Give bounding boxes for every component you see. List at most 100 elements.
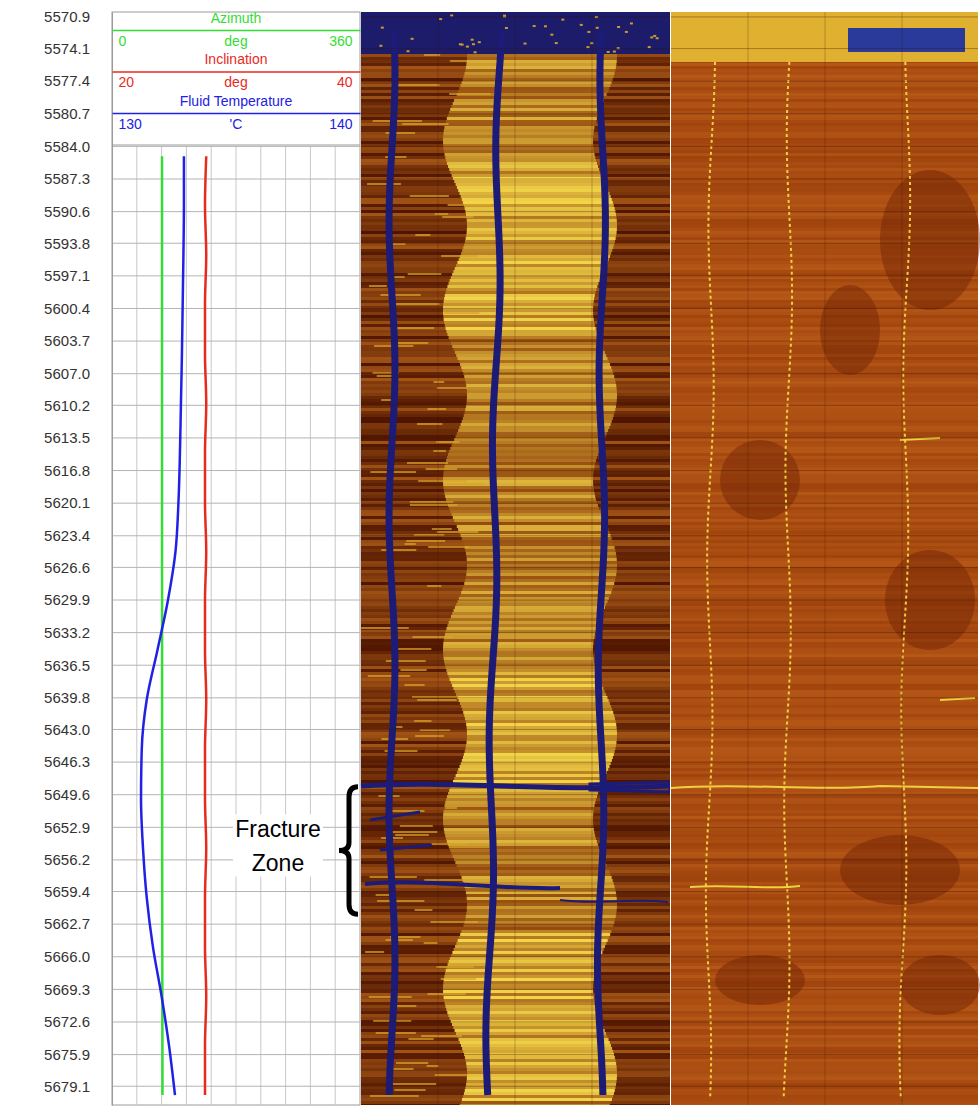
image-band [443, 135, 593, 138]
grid-line [361, 567, 978, 568]
image-band [463, 540, 613, 543]
image-speck [437, 387, 468, 389]
image-speck [365, 951, 384, 953]
image-band [462, 420, 612, 423]
tick-label: 40 [337, 74, 353, 90]
image-band [446, 837, 596, 840]
grid-line [112, 762, 360, 763]
grid-line [361, 762, 978, 763]
image-speck [386, 939, 413, 941]
image-speck [394, 1089, 425, 1091]
image-band [465, 579, 615, 582]
image-band [463, 711, 613, 714]
depth-tick: 5610.2 [44, 397, 112, 414]
image-speck [474, 51, 477, 53]
image-speck [373, 120, 422, 122]
image-band [458, 939, 608, 942]
image-band [455, 522, 605, 525]
image-band [447, 333, 597, 336]
depth-tick: 5629.9 [44, 591, 112, 608]
image-band [453, 1026, 603, 1029]
depth-tick: 5652.9 [44, 819, 112, 836]
image-band [450, 108, 600, 111]
tick-label: 0 [119, 33, 127, 49]
tick-label: 5587.3 [44, 170, 90, 187]
grid-line [361, 243, 978, 244]
image-band [448, 843, 598, 846]
tick-label: 5643.0 [44, 721, 90, 738]
image-band [444, 828, 594, 831]
image-speck [411, 38, 414, 40]
tick-label: 5593.8 [44, 235, 90, 252]
image-speck [648, 46, 651, 48]
image-speck [402, 123, 448, 125]
image-speck [503, 15, 506, 17]
image-speck [449, 633, 492, 635]
grid-line [361, 924, 978, 925]
depth-tick: 5613.5 [44, 429, 112, 446]
pad-gap [597, 30, 605, 1095]
image-speck [409, 1038, 434, 1040]
grid-line-vertical [260, 145, 261, 1105]
image-band [465, 69, 615, 72]
image-speck [398, 648, 432, 650]
well-log-chart: 5570.95574.15577.45580.75584.05587.35590… [0, 0, 980, 1110]
grid-line [361, 275, 978, 276]
image-band [459, 87, 609, 90]
grid-line [112, 1054, 360, 1055]
image-band [445, 1002, 595, 1005]
tick-label: 5603.7 [44, 332, 90, 349]
depth-tick: 5662.7 [44, 915, 112, 932]
image-band [444, 639, 594, 642]
image-band [462, 927, 612, 930]
fracture-trace [365, 882, 560, 888]
grid-line [361, 956, 978, 957]
image-band [459, 1038, 609, 1041]
image-speck [435, 213, 448, 215]
image-band [443, 990, 593, 993]
tick-label: 5626.6 [44, 559, 90, 576]
image-band [444, 807, 594, 810]
image-band [464, 414, 614, 417]
image-band [452, 612, 602, 615]
image-band [444, 318, 594, 321]
image-speck [617, 26, 620, 28]
curve-header: Inclination2040deg [113, 51, 361, 90]
image-speck [461, 44, 464, 46]
depth-tick: 5600.4 [44, 300, 112, 317]
image-speck [544, 25, 547, 27]
image-band [447, 624, 597, 627]
image-speck [441, 255, 478, 257]
image-band [466, 912, 616, 915]
image-speck [424, 879, 463, 881]
axis-line [113, 71, 361, 73]
image-band [443, 141, 593, 144]
image-band [451, 276, 601, 279]
image-speck [405, 543, 416, 545]
fracture-trace [370, 812, 420, 820]
pad-gap [486, 30, 502, 1095]
image-speck [400, 669, 426, 671]
grid-line-vertical [748, 12, 749, 1105]
image-band [445, 156, 595, 159]
grid-line [112, 243, 360, 244]
image-speck [653, 35, 656, 37]
image-band [444, 297, 594, 300]
image-band [452, 951, 602, 954]
image-band [444, 657, 594, 660]
image-band [467, 399, 617, 402]
tick-label: 360 [329, 33, 353, 49]
image-speck [396, 1062, 428, 1064]
tick-label: 5666.0 [44, 948, 90, 965]
image-band [447, 672, 597, 675]
image-speck [450, 14, 453, 16]
image-speck [377, 900, 424, 902]
pad-trace [784, 62, 792, 1097]
image-speck [407, 462, 448, 464]
image-band [466, 234, 616, 237]
tick-label: 5639.8 [44, 689, 90, 706]
image-band [446, 288, 596, 291]
image-speck [431, 843, 467, 845]
image-band [456, 774, 606, 777]
grid-line-vertical [186, 145, 187, 1105]
